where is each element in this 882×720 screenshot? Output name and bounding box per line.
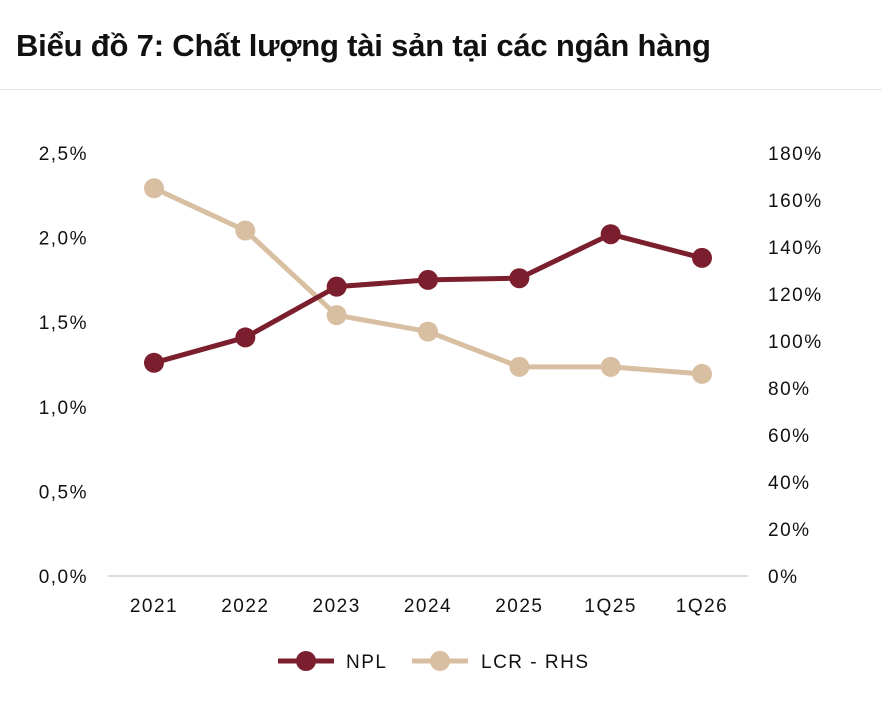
legend-label-npl: NPL xyxy=(346,652,387,673)
axis-layer: 0,0% 0,5% 1,0% 1,5% 2,0% 2,5% 0% 20% 40% 60% 80% 10… xyxy=(39,144,823,617)
x-tick-label: 1Q26 xyxy=(676,596,728,617)
y-right-tick-label: 0% xyxy=(768,567,798,588)
y-right-tick-label: 100% xyxy=(768,332,823,353)
data-point-npl xyxy=(144,352,164,373)
data-point-npl xyxy=(418,269,438,290)
y-left-tick-label: 0,5% xyxy=(39,482,88,503)
x-tick-label: 2023 xyxy=(313,596,361,617)
data-point-lcr xyxy=(144,178,164,199)
y-right-tick-label: 40% xyxy=(768,473,811,494)
y-right-tick-label: 160% xyxy=(768,191,823,212)
x-tick-label: 2025 xyxy=(495,596,543,617)
data-point-npl xyxy=(235,327,256,348)
legend-label-lcr: LCR - RHS xyxy=(481,652,590,673)
y-right-tick-label: 120% xyxy=(768,285,823,306)
y-left-tick-label: 2,0% xyxy=(39,229,88,250)
y-left-tick-label: 1,0% xyxy=(39,398,88,419)
legend-swatch-marker-npl xyxy=(296,651,316,671)
data-point-lcr xyxy=(418,321,438,342)
points-layer xyxy=(144,178,712,384)
legend-swatch-marker-lcr xyxy=(430,651,450,671)
data-point-npl xyxy=(600,224,621,245)
data-point-lcr xyxy=(600,356,621,377)
y-right-tick-label: 140% xyxy=(768,238,823,259)
data-point-lcr xyxy=(692,363,712,384)
legend: NPL LCR - RHS xyxy=(278,651,590,673)
data-point-lcr xyxy=(235,220,256,241)
y-right-tick-label: 60% xyxy=(768,426,811,447)
y-right-tick-label: 80% xyxy=(768,379,811,400)
y-left-tick-label: 0,0% xyxy=(39,567,88,588)
data-point-npl xyxy=(692,247,712,268)
data-point-lcr xyxy=(326,305,347,326)
x-tick-label: 2024 xyxy=(404,596,452,617)
chart-title: Biểu đồ 7: Chất lượng tài sản tại các ng… xyxy=(16,28,711,63)
y-right-tick-label: 180% xyxy=(768,144,823,165)
data-point-npl xyxy=(509,268,530,289)
x-tick-label: 2022 xyxy=(221,596,269,617)
y-left-tick-label: 1,5% xyxy=(39,313,88,334)
x-tick-label: 2021 xyxy=(130,596,178,617)
title-divider xyxy=(0,89,882,90)
data-point-npl xyxy=(326,276,347,297)
y-left-tick-label: 2,5% xyxy=(39,144,88,165)
x-tick-label: 1Q25 xyxy=(584,596,636,617)
data-point-lcr xyxy=(509,356,530,377)
series-line-npl xyxy=(151,231,705,366)
y-right-tick-label: 20% xyxy=(768,520,811,541)
